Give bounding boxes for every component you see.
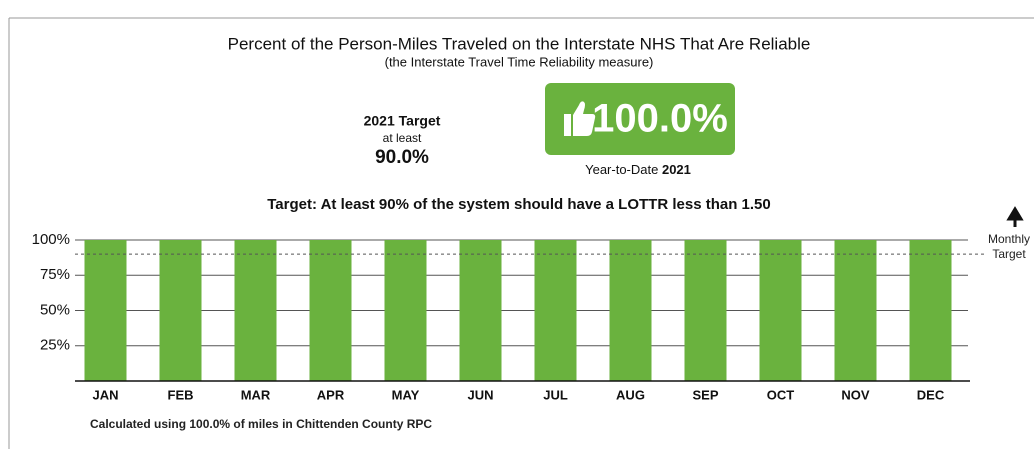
- bar: [909, 240, 952, 381]
- bar: [459, 240, 502, 381]
- chart-title: Target: At least 90% of the system shoul…: [267, 196, 770, 213]
- target-value: 90.0%: [375, 147, 429, 168]
- badge: [545, 83, 735, 155]
- x-tick-label: DEC: [917, 387, 945, 402]
- x-tick-label: JUL: [543, 387, 568, 402]
- y-tick-label: 75%: [40, 266, 70, 283]
- bar: [159, 240, 202, 381]
- ytd-label: Year-to-Date: [585, 162, 658, 177]
- x-tick-label: APR: [317, 387, 345, 402]
- x-tick-label: OCT: [767, 387, 795, 402]
- bar: [384, 240, 427, 381]
- x-tick-label: MAR: [241, 387, 271, 402]
- bar: [309, 240, 352, 381]
- target-annotation: Monthly Target: [987, 232, 1031, 261]
- bar: [834, 240, 877, 381]
- target-heading: 2021 Target: [364, 113, 441, 129]
- subtitle: (the Interstate Travel Time Reliability …: [385, 54, 654, 69]
- target-arrow: [1006, 206, 1024, 227]
- target-qualifier: at least: [383, 131, 422, 145]
- badge-value: 100.0%: [592, 97, 728, 141]
- bar: [534, 240, 577, 381]
- bar: [609, 240, 652, 381]
- bar: [684, 240, 727, 381]
- bar: [84, 240, 127, 381]
- title: Percent of the Person-Miles Traveled on …: [228, 34, 811, 53]
- y-tick-label: 50%: [40, 301, 70, 318]
- bar: [759, 240, 802, 381]
- x-tick-label: SEP: [692, 387, 718, 402]
- x-tick-label: MAY: [392, 387, 420, 402]
- x-tick-label: JUN: [467, 387, 493, 402]
- x-tick-label: JAN: [92, 387, 118, 402]
- thumbs-up-icon: [564, 101, 596, 136]
- badge-caption: Year-to-Date 2021: [585, 162, 691, 177]
- x-tick-label: AUG: [616, 387, 645, 402]
- ytd-year: 2021: [662, 162, 691, 177]
- x-tick-label: FEB: [168, 387, 194, 402]
- footnote: Calculated using 100.0% of miles in Chit…: [90, 417, 432, 431]
- y-tick-label: 25%: [40, 337, 70, 354]
- x-tick-label: NOV: [841, 387, 870, 402]
- y-tick-label: 100%: [32, 231, 70, 248]
- bar: [234, 240, 277, 381]
